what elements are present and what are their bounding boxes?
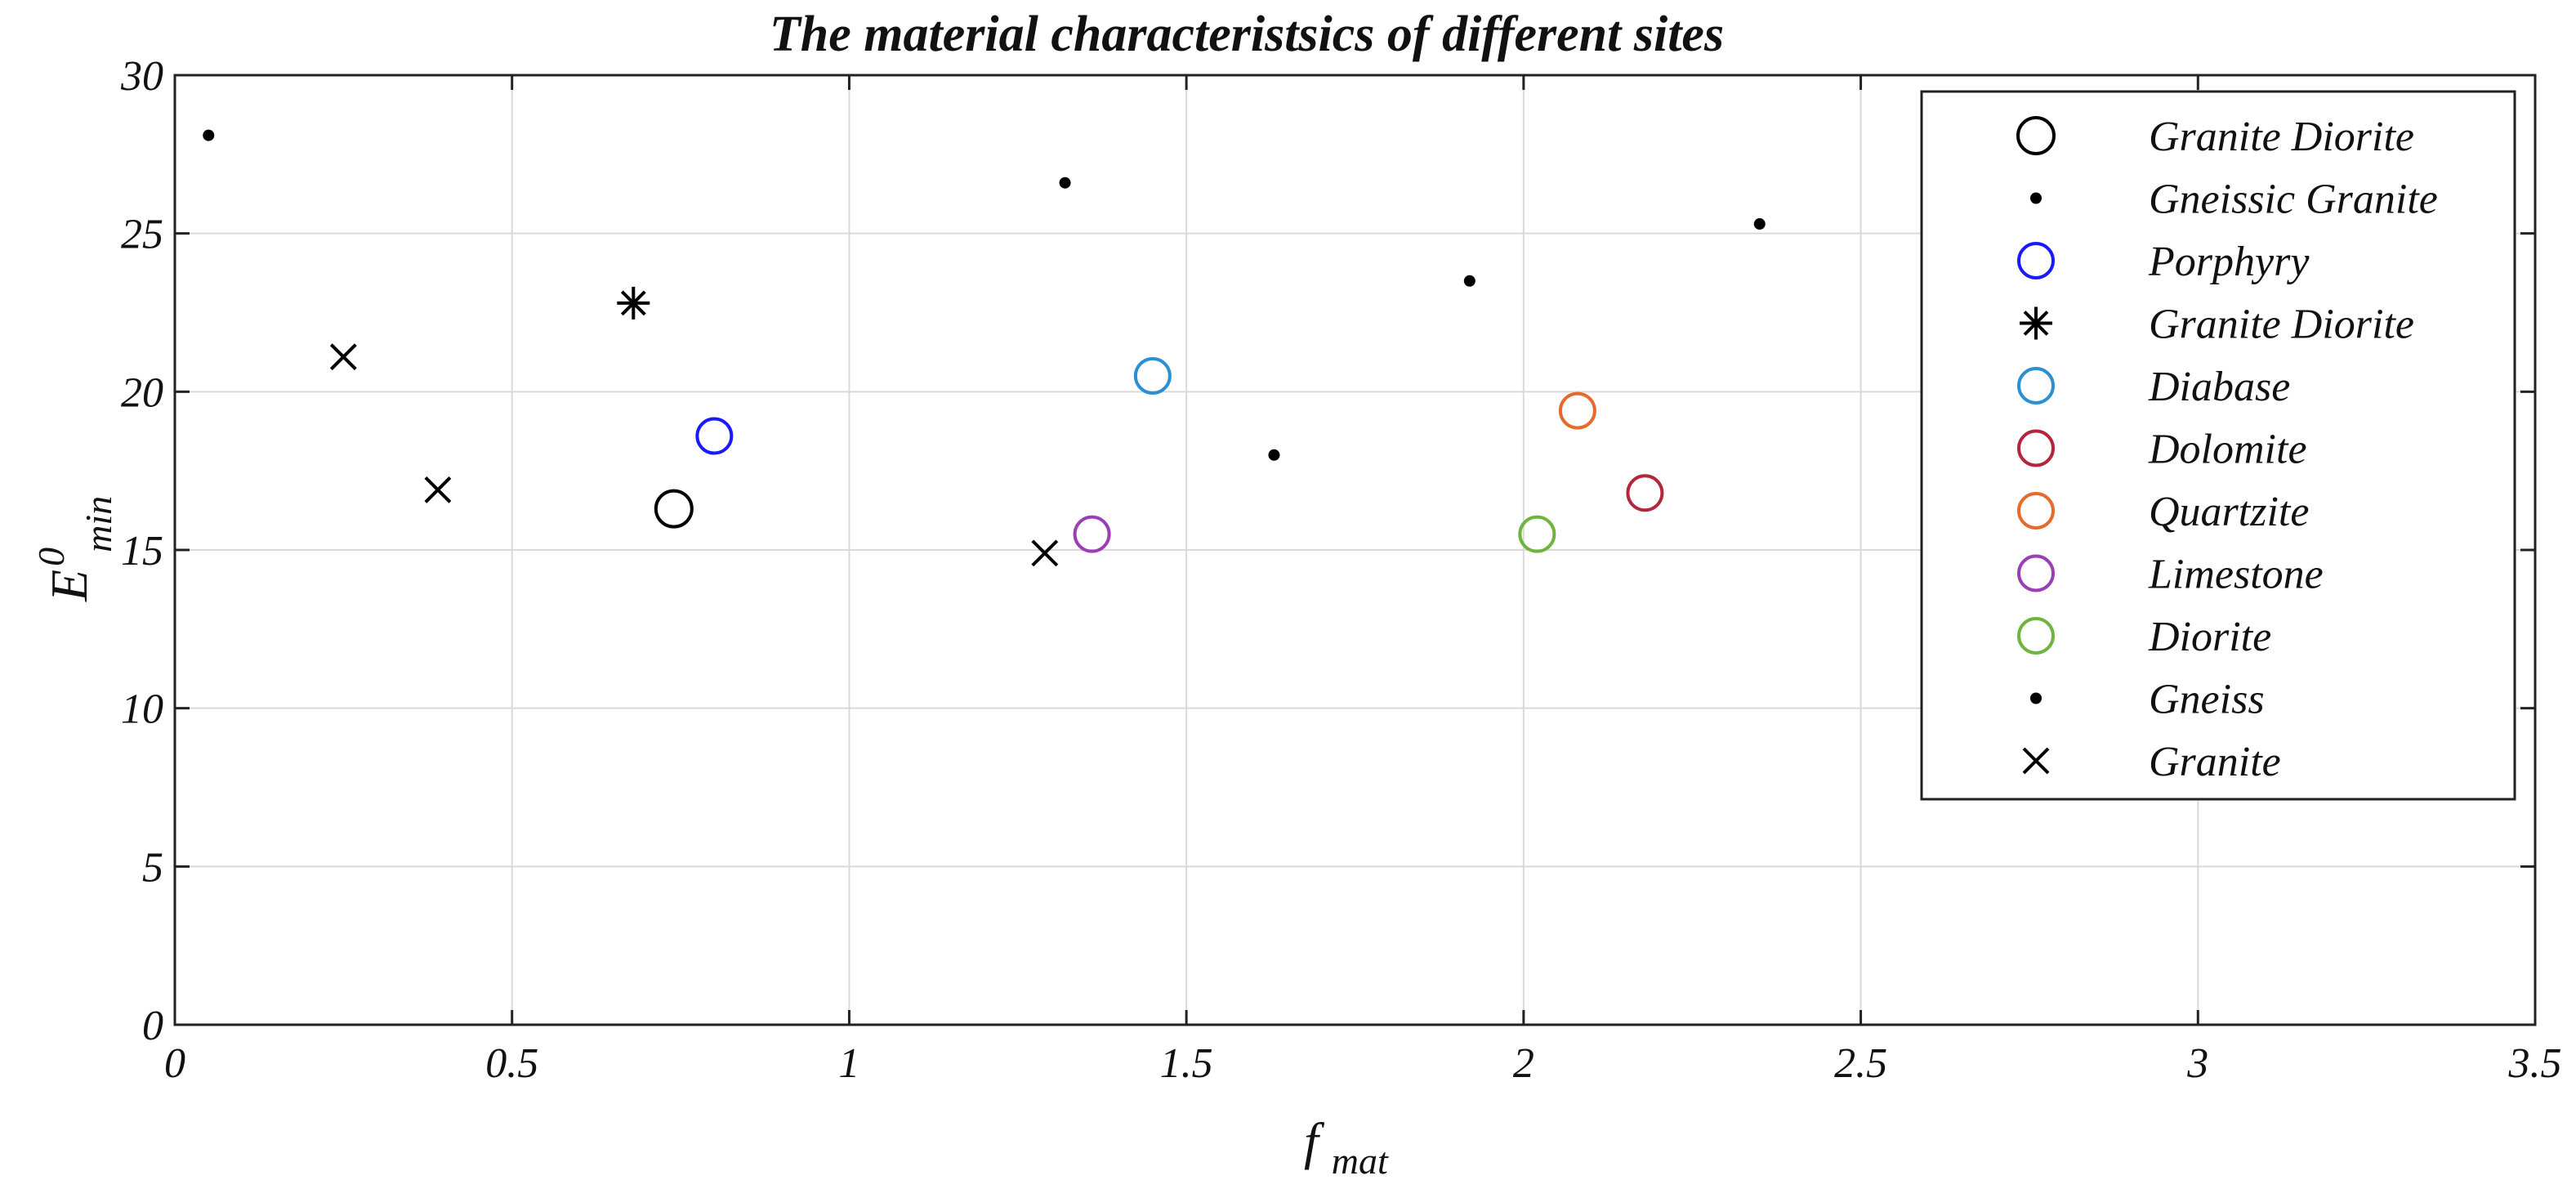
legend-marker-circle bbox=[2017, 492, 2055, 530]
data-point-dot bbox=[1268, 449, 1280, 461]
data-point-x bbox=[329, 343, 357, 371]
x-tick-label: 0 bbox=[164, 1040, 185, 1087]
x-tick-label: 0.5 bbox=[485, 1040, 538, 1087]
legend-marker-dot bbox=[2030, 192, 2042, 204]
legend-marker-circle bbox=[2016, 116, 2056, 155]
data-point-asterisk bbox=[617, 286, 650, 320]
y-tick-label: 30 bbox=[120, 53, 163, 100]
y-tick-label: 10 bbox=[121, 686, 163, 733]
data-point-dot bbox=[1463, 275, 1476, 287]
legend-label: Quartzite bbox=[2149, 489, 2309, 535]
data-markers bbox=[203, 129, 1766, 567]
data-point-circle bbox=[1518, 515, 1556, 553]
x-axis-label-subscript: mat bbox=[1332, 1140, 1389, 1182]
legend-label: Porphyry bbox=[2148, 239, 2310, 285]
data-point-dot bbox=[1753, 218, 1766, 230]
legend: Granite Diorite Gneissic Granite Porphyry G… bbox=[1920, 90, 2516, 801]
data-point-x-stroke bbox=[1031, 539, 1059, 567]
y-axis-label: E 0 min bbox=[17, 496, 119, 602]
legend-marker-circle bbox=[2017, 554, 2055, 592]
legend-label: Gneiss bbox=[2149, 677, 2265, 723]
y-tick-label: 25 bbox=[121, 212, 163, 258]
legend-marker-asterisk bbox=[2020, 306, 2052, 340]
legend-marker-x bbox=[2022, 747, 2050, 775]
data-point-circle bbox=[1133, 356, 1172, 395]
legend-marker-circle bbox=[2017, 429, 2055, 467]
y-tick-label: 0 bbox=[142, 1003, 163, 1049]
legend-label: Granite bbox=[2149, 739, 2281, 785]
data-point-x bbox=[424, 476, 452, 503]
chart-title: The material characteristsics of differe… bbox=[770, 7, 1724, 62]
data-point-x-stroke bbox=[424, 476, 452, 503]
y-tick-label: 20 bbox=[121, 369, 163, 416]
data-point-dot bbox=[1059, 177, 1071, 189]
legend-label: Dolomite bbox=[2148, 427, 2307, 473]
x-tick-label: 3 bbox=[2186, 1040, 2208, 1087]
x-tick-label: 3.5 bbox=[2508, 1040, 2562, 1087]
data-point-circle bbox=[695, 417, 734, 455]
x-tick-label: 1 bbox=[838, 1040, 859, 1087]
x-tick-label: 2 bbox=[1513, 1040, 1534, 1087]
y-axis-label-superscript: 0 bbox=[30, 548, 72, 566]
x-tick-label: 1.5 bbox=[1160, 1040, 1213, 1087]
data-point-asterisk-stroke bbox=[620, 290, 646, 316]
legend-marker-circle bbox=[2017, 617, 2055, 655]
legend-marker-circle bbox=[2017, 242, 2055, 279]
y-axis-label-subscript: min bbox=[78, 496, 119, 552]
y-tick-label: 5 bbox=[142, 844, 163, 891]
legend-marker-x-stroke bbox=[2022, 747, 2050, 775]
data-point-circle bbox=[1626, 474, 1664, 512]
legend-label: Granite Diorite bbox=[2149, 114, 2414, 160]
legend-label: Diabase bbox=[2148, 364, 2290, 410]
legend-label: Gneissic Granite bbox=[2149, 177, 2438, 223]
legend-marker-dot bbox=[2030, 692, 2042, 704]
data-point-x bbox=[1031, 539, 1059, 567]
data-point-circle bbox=[1073, 515, 1111, 553]
axis-ticks: 0 0.5 1 1.5 2 2.5 3 3.5 0 5 10 15 20 25 30 bbox=[120, 53, 2562, 1087]
legend-label: Granite Diorite bbox=[2149, 302, 2414, 348]
legend-label: Diorite bbox=[2148, 614, 2271, 660]
x-axis-label: f mat bbox=[1304, 1112, 1389, 1182]
legend-marker-circle bbox=[2017, 367, 2055, 405]
x-tick-label: 2.5 bbox=[1834, 1040, 1887, 1087]
data-point-x-stroke bbox=[329, 343, 357, 371]
data-point-circle bbox=[654, 489, 694, 529]
data-point-dot bbox=[203, 129, 215, 141]
legend-label: Limestone bbox=[2148, 552, 2324, 598]
legend-marker-asterisk-stroke bbox=[2023, 311, 2049, 336]
y-axis-label-base: E bbox=[40, 570, 98, 602]
y-tick-label: 15 bbox=[121, 528, 163, 574]
x-axis-label-base: f bbox=[1304, 1112, 1325, 1170]
data-point-circle bbox=[1558, 391, 1596, 430]
